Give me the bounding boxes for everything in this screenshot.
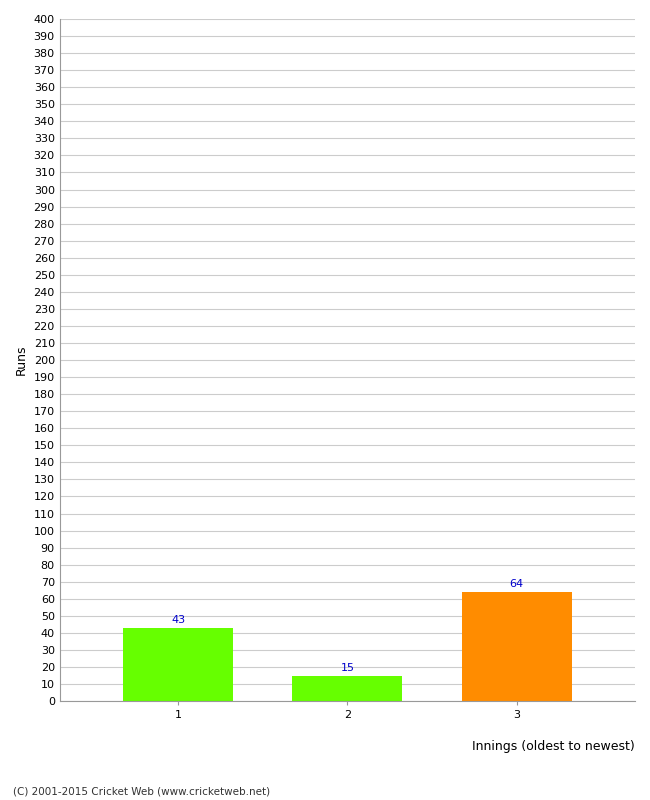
Y-axis label: Runs: Runs	[15, 345, 28, 375]
Text: 43: 43	[171, 615, 185, 626]
Text: (C) 2001-2015 Cricket Web (www.cricketweb.net): (C) 2001-2015 Cricket Web (www.cricketwe…	[13, 786, 270, 796]
Text: Innings (oldest to newest): Innings (oldest to newest)	[473, 740, 635, 753]
Bar	[123, 628, 233, 701]
Text: 64: 64	[510, 579, 524, 590]
Bar	[292, 675, 402, 701]
Bar	[462, 592, 571, 701]
Text: 15: 15	[341, 663, 354, 673]
